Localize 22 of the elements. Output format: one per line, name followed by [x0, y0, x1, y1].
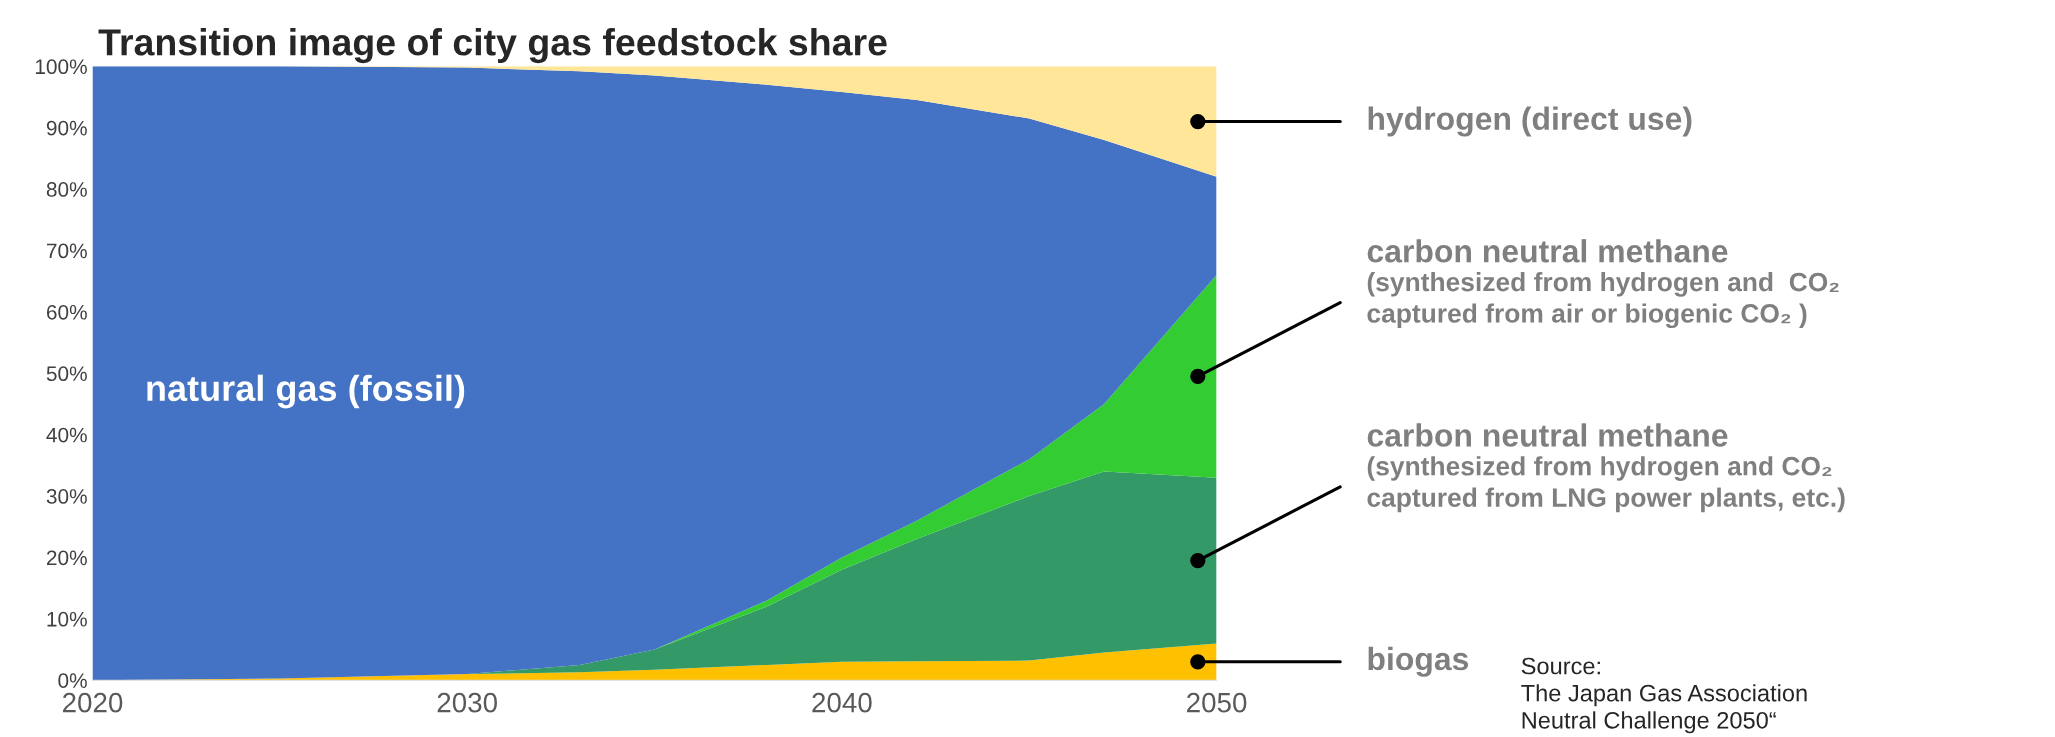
x-tick-label: 2020	[62, 692, 123, 713]
y-tick-label: 80%	[46, 182, 87, 197]
x-tick-label: 2050	[1187, 692, 1247, 713]
text: carbon neutral methane (synthesized from hydrogen and CO₂ captured from air or biogenic CO₂ )	[1367, 239, 1839, 329]
y-tick-label: 100%	[35, 59, 87, 75]
text: carbon neutral methane (synthesized from hydrogen and CO₂ captured from LNG power plants, etc.)	[1367, 423, 1845, 513]
y-tick-label: 90%	[46, 120, 87, 136]
y-tick-label: 60%	[46, 304, 87, 320]
y-tick-label: 20%	[46, 550, 87, 566]
y-tick-label: 0%	[58, 673, 87, 688]
y-tick-label: 10%	[47, 611, 87, 627]
x-tick-label: 2030	[437, 692, 497, 713]
chart-title: Transition image of city gas feedstock share	[98, 28, 887, 64]
y-tick-label: 40%	[46, 427, 87, 443]
source-note: Source: The Japan Gas Association Neutral Challenge 2050“	[1521, 657, 1807, 734]
y-tick-label: 70%	[46, 243, 87, 259]
series-label: natural gas (fossil)	[147, 374, 465, 409]
text: biogas	[1368, 646, 1469, 677]
y-tick-label: 30%	[46, 489, 87, 504]
x-tick-label: 2040	[812, 692, 872, 713]
text: hydrogen (direct use)	[1368, 106, 1692, 137]
y-tick-label: 50%	[46, 366, 87, 382]
